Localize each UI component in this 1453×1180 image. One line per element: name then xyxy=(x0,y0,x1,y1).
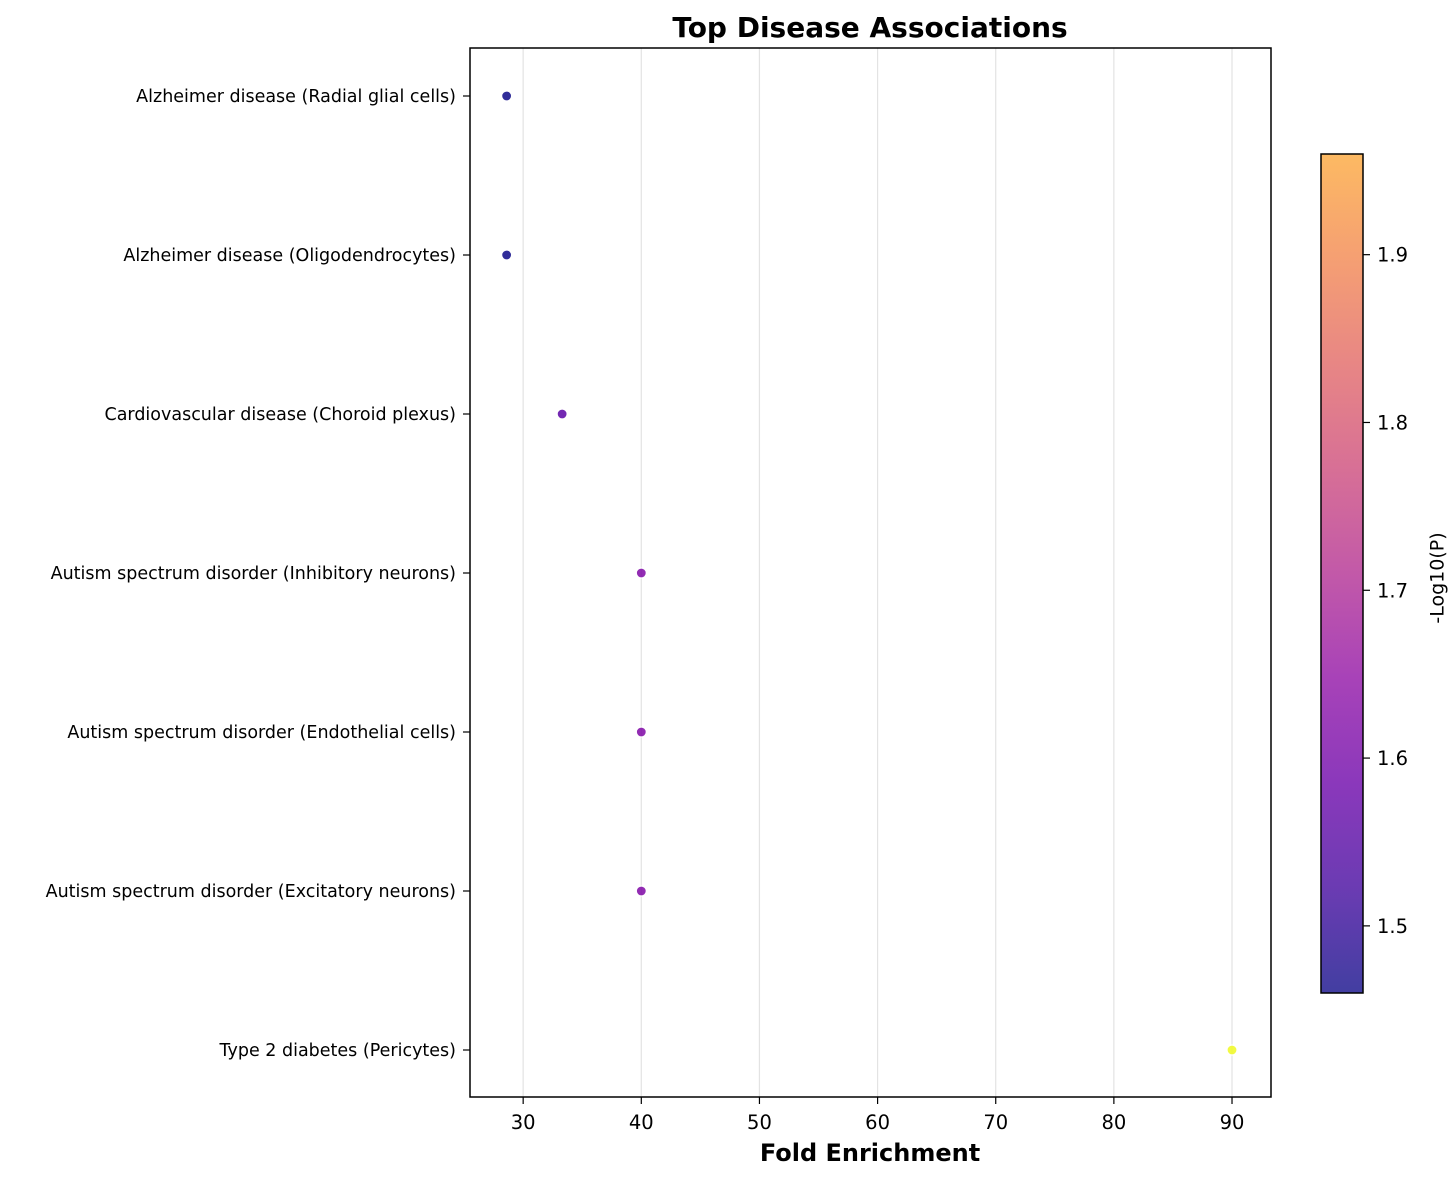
x-tick-label: 70 xyxy=(983,1111,1008,1134)
x-tick-layer: 30 40 50 60 70 80 90 xyxy=(511,1097,1245,1134)
colorbar-tick-label: 1.9 xyxy=(1377,244,1408,267)
colorbar-tick-label: 1.6 xyxy=(1377,747,1408,770)
plot-frame xyxy=(469,47,1272,1098)
y-category-label: Alzheimer disease (Oligodendrocytes) xyxy=(123,246,456,266)
y-category-label: Cardiovascular disease (Choroid plexus) xyxy=(104,405,456,425)
colorbar-tick-label: 1.8 xyxy=(1377,411,1408,434)
y-category-label: Autism spectrum disorder (Inhibitory neu… xyxy=(51,564,456,584)
data-point xyxy=(635,567,647,579)
data-point xyxy=(501,90,513,102)
y-tick-layer: Alzheimer disease (Radial glial cells) Al… xyxy=(46,87,470,1061)
colorbar: 1.5 1.6 1.7 1.8 1.9 xyxy=(1320,153,1408,994)
data-point xyxy=(556,408,568,420)
x-tick-label: 80 xyxy=(1101,1111,1126,1134)
x-axis-label: Fold Enrichment xyxy=(760,1139,980,1167)
data-point xyxy=(1226,1044,1238,1056)
colorbar-label: -Log10(P) xyxy=(1427,532,1449,623)
chart-title: Top Disease Associations xyxy=(672,11,1067,44)
data-point xyxy=(635,885,647,897)
colorbar-gradient xyxy=(1321,154,1363,993)
x-tick-label: 50 xyxy=(747,1111,772,1134)
y-category-label: Autism spectrum disorder (Excitatory neu… xyxy=(46,882,456,902)
colorbar-tick-label: 1.5 xyxy=(1377,915,1408,938)
x-tick-label: 60 xyxy=(865,1111,890,1134)
colorbar-frame xyxy=(1320,153,1364,994)
grid-layer xyxy=(522,48,1233,1097)
point-layer xyxy=(501,90,1238,1056)
y-category-label: Alzheimer disease (Radial glial cells) xyxy=(136,87,456,107)
y-category-label: Autism spectrum disorder (Endothelial ce… xyxy=(67,723,456,743)
colorbar-tick-label: 1.7 xyxy=(1377,579,1408,602)
data-point xyxy=(501,249,513,261)
x-tick-label: 90 xyxy=(1220,1111,1245,1134)
x-tick-label: 30 xyxy=(511,1111,536,1134)
x-tick-label: 40 xyxy=(629,1111,654,1134)
y-category-label: Type 2 diabetes (Pericytes) xyxy=(219,1041,456,1061)
data-point xyxy=(635,726,647,738)
